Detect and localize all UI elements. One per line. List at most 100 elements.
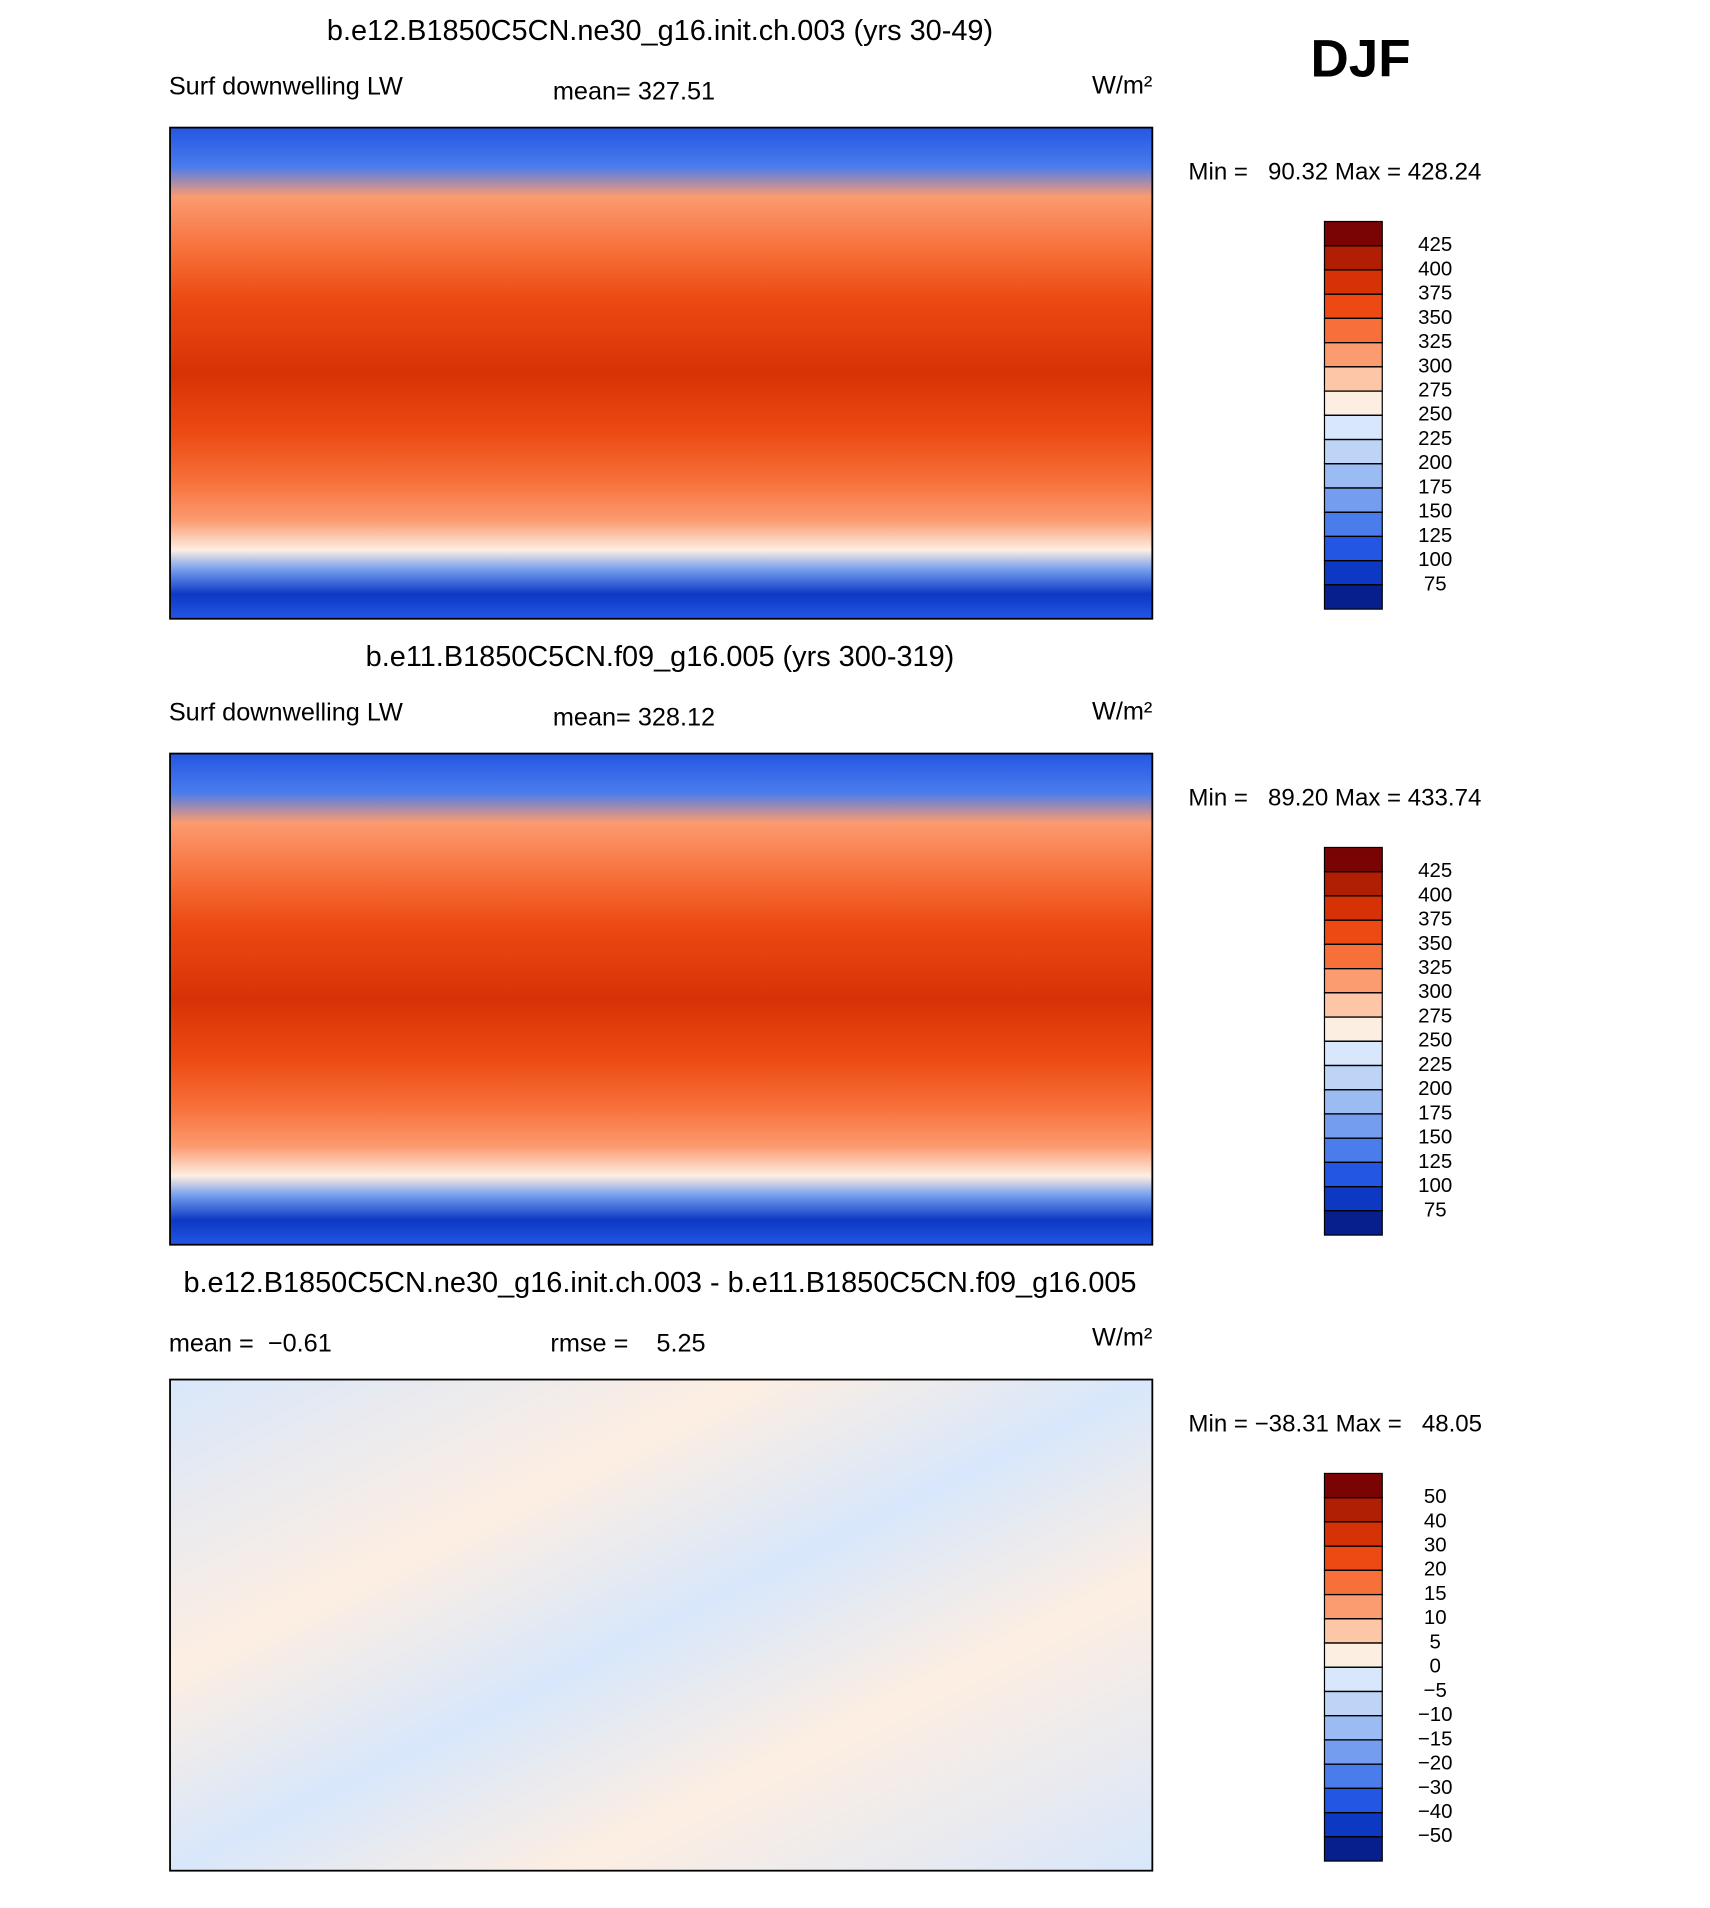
colorbar-label: −20 (1418, 1752, 1453, 1775)
colorbar-box (1323, 1137, 1383, 1164)
colorbar-box (1323, 487, 1383, 513)
min-max: Min = 90.32 Max = 428.24 (1188, 159, 1481, 186)
colorbar-box (1323, 1064, 1383, 1091)
min-max: Min = 89.20 Max = 433.74 (1188, 785, 1481, 812)
colorbar-box (1323, 1569, 1383, 1596)
colorbar-box (1323, 1186, 1383, 1212)
colorbar-box (1323, 390, 1383, 416)
colorbar-box (1323, 220, 1383, 247)
panel-title: b.e11.B1850C5CN.f09_g16.005 (yrs 300-319… (366, 641, 955, 673)
colorbar-label: 150 (1418, 500, 1452, 523)
colorbar-label: −30 (1418, 1776, 1453, 1799)
colorbar-label: 200 (1418, 1077, 1452, 1100)
colorbar-label: 125 (1418, 524, 1452, 547)
colorbar-label: 325 (1418, 956, 1452, 979)
units: W/m² (1092, 697, 1152, 725)
colorbar-box (1323, 1763, 1383, 1789)
season-label: DJF (1311, 30, 1411, 89)
center-label: rmse = 5.25 (550, 1329, 705, 1357)
colorbar-box (1323, 967, 1383, 994)
colorbar-box (1323, 1210, 1383, 1236)
colorbar-box (1323, 919, 1383, 945)
colorbar-box (1323, 943, 1383, 970)
units: W/m² (1092, 1323, 1152, 1351)
colorbar-box (1323, 1593, 1383, 1620)
colorbar-label: 325 (1418, 330, 1452, 353)
colorbar-box (1323, 584, 1383, 610)
colorbar-label: 175 (1418, 1101, 1452, 1124)
center-label: mean= 327.51 (553, 77, 715, 105)
colorbar-label: 275 (1418, 1004, 1452, 1027)
left-label: mean = −0.61 (169, 1329, 332, 1357)
panel-title: b.e12.B1850C5CN.ne30_g16.init.ch.003 (yr… (327, 15, 993, 47)
colorbar-box (1323, 895, 1383, 921)
colorbar-box (1323, 1016, 1383, 1042)
colorbar-label: 5 (1430, 1630, 1441, 1653)
colorbar-box (1323, 1739, 1383, 1765)
colorbar-label: 20 (1424, 1558, 1447, 1581)
colorbar-label: 350 (1418, 306, 1452, 329)
colorbar-box (1323, 846, 1383, 873)
colorbar-label: 150 (1418, 1126, 1452, 1149)
colorbar-label: −10 (1418, 1703, 1453, 1726)
colorbar-box (1323, 1715, 1383, 1741)
colorbar-label: 200 (1418, 451, 1452, 474)
min-max: Min = −38.31 Max = 48.05 (1188, 1411, 1482, 1438)
colorbar-box (1323, 269, 1383, 295)
colorbar-box (1323, 560, 1383, 586)
colorbar-box (1323, 366, 1383, 392)
colorbar-box (1323, 414, 1383, 441)
colorbar-box (1323, 463, 1383, 489)
colorbar-box (1323, 245, 1383, 271)
colorbar-label: 75 (1424, 1198, 1447, 1221)
colorbar-label: 175 (1418, 475, 1452, 498)
colorbar-box (1323, 317, 1383, 344)
colorbar-box (1323, 511, 1383, 538)
colorbar-label: 425 (1418, 233, 1452, 256)
colorbar-label: 100 (1418, 1174, 1452, 1197)
colorbar-box (1323, 1497, 1383, 1523)
colorbar-label: 375 (1418, 282, 1452, 305)
center-label: mean= 328.12 (553, 703, 715, 731)
panel-title: b.e12.B1850C5CN.ne30_g16.init.ch.003 - b… (183, 1267, 1136, 1299)
colorbar-label: −5 (1424, 1679, 1447, 1702)
colorbar-label: −40 (1418, 1800, 1453, 1823)
colorbar-label: 250 (1418, 1029, 1452, 1052)
left-label: Surf downwelling LW (169, 73, 403, 101)
colorbar-box (1323, 1089, 1383, 1115)
colorbar-label: 300 (1418, 980, 1452, 1003)
colorbar-box (1323, 293, 1383, 320)
colorbar-box (1323, 1642, 1383, 1668)
colorbar-label: 225 (1418, 427, 1452, 450)
colorbar-label: 30 (1424, 1534, 1447, 1557)
colorbar-box (1323, 438, 1383, 465)
colorbar-label: 350 (1418, 932, 1452, 955)
colorbar-label: 100 (1418, 548, 1452, 571)
colorbar-box (1323, 871, 1383, 897)
colorbar-box (1323, 1545, 1383, 1571)
colorbar-box (1323, 1161, 1383, 1188)
colorbar-label: 75 (1424, 572, 1447, 595)
colorbar-label: 0 (1430, 1655, 1441, 1678)
colorbar-box (1323, 1787, 1383, 1814)
colorbar-label: 40 (1424, 1509, 1447, 1532)
colorbar-label: 50 (1424, 1485, 1447, 1508)
colorbar-box (1323, 1666, 1383, 1693)
colorbar-label: 425 (1418, 859, 1452, 882)
colorbar-box (1323, 1618, 1383, 1644)
map (169, 1378, 1154, 1872)
colorbar-label: 275 (1418, 378, 1452, 401)
colorbar-label: 15 (1424, 1582, 1447, 1605)
colorbar-box (1323, 535, 1383, 562)
colorbar-box (1323, 1472, 1383, 1499)
colorbar-box (1323, 1521, 1383, 1547)
colorbar-box (1323, 1040, 1383, 1067)
colorbar-box (1323, 992, 1383, 1018)
colorbar-label: 375 (1418, 908, 1452, 931)
colorbar-label: −15 (1418, 1727, 1453, 1750)
left-label: Surf downwelling LW (169, 699, 403, 727)
colorbar-label: 125 (1418, 1150, 1452, 1173)
colorbar-box (1323, 1811, 1383, 1838)
colorbar-box (1323, 1690, 1383, 1717)
